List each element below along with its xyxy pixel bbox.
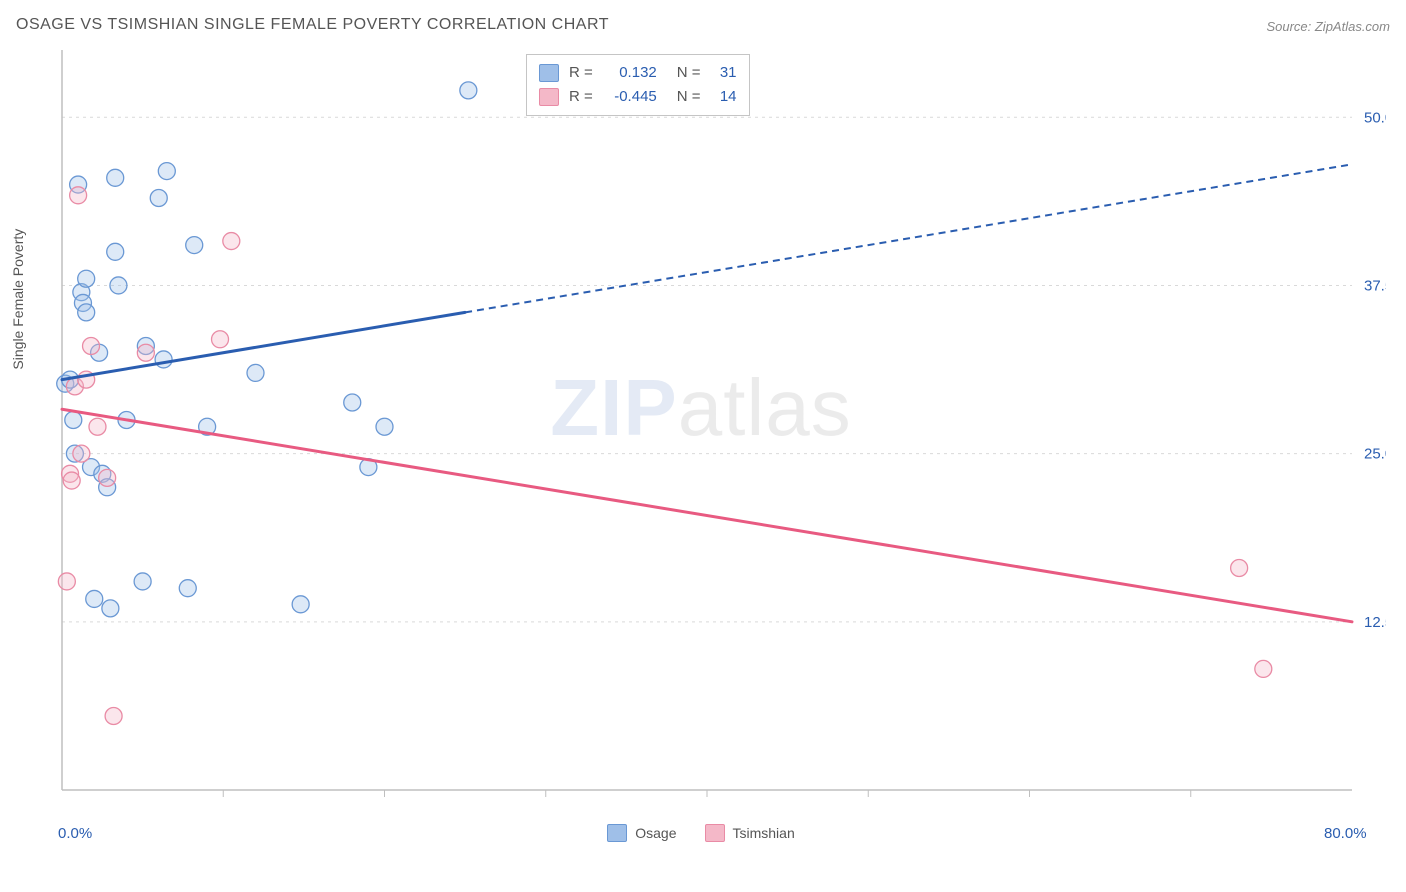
svg-text:50.0%: 50.0% <box>1364 109 1386 126</box>
chart-container: Single Female Poverty 12.5%25.0%37.5%50.… <box>16 40 1386 840</box>
y-axis-label: Single Female Poverty <box>10 229 26 370</box>
source-attribution: Source: ZipAtlas.com <box>1266 19 1390 34</box>
svg-text:12.5%: 12.5% <box>1364 614 1386 631</box>
svg-text:25.0%: 25.0% <box>1364 446 1386 463</box>
legend-item: Osage <box>607 824 676 842</box>
stat-row: R =0.132N =31 <box>539 61 737 85</box>
correlation-stats-box: R =0.132N =31R =-0.445N =14 <box>526 54 750 116</box>
stat-row: R =-0.445N =14 <box>539 85 737 109</box>
legend-item: Tsimshian <box>705 824 795 842</box>
scatter-chart: 12.5% 25.0% 37.5% 50.0% <box>16 40 1386 840</box>
chart-title: OSAGE VS TSIMSHIAN SINGLE FEMALE POVERTY… <box>16 16 609 34</box>
svg-text:37.5%: 37.5% <box>1364 277 1386 294</box>
series-legend: Osage Tsimshian <box>16 824 1386 842</box>
